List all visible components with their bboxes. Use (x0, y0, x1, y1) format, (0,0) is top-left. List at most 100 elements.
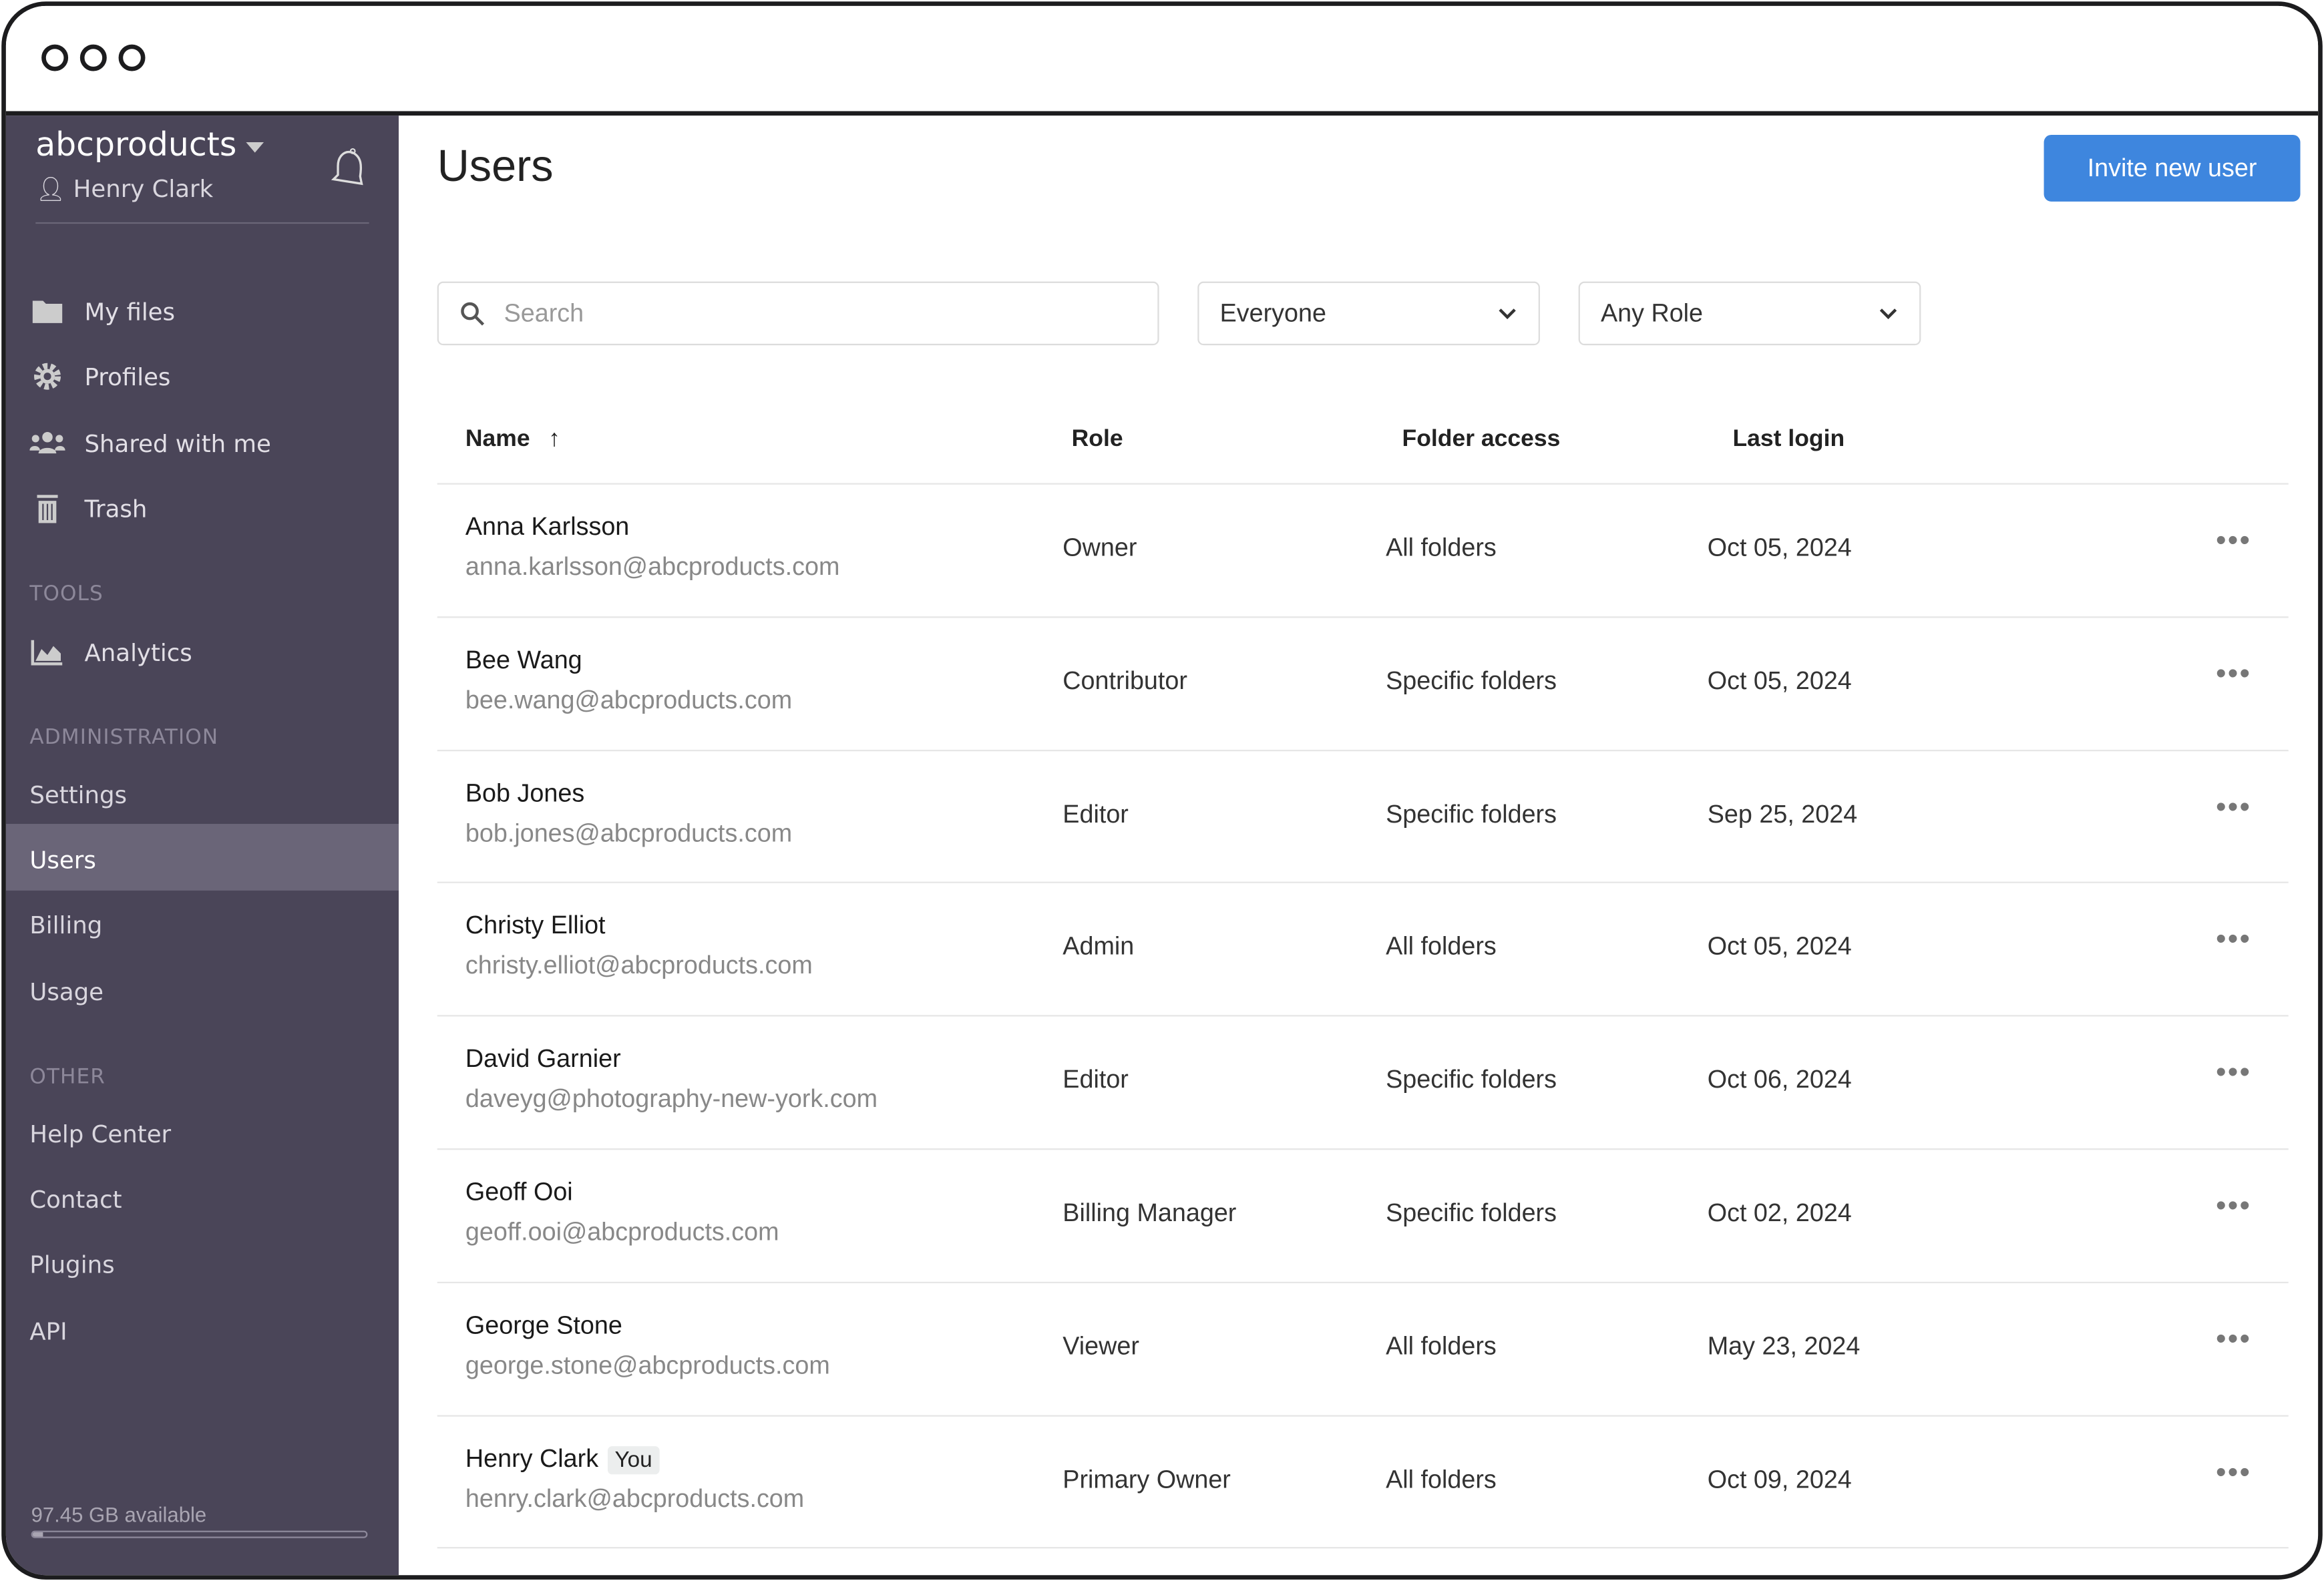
row-divider (437, 1547, 2289, 1550)
window-maximize-button[interactable] (118, 44, 146, 71)
org-switcher[interactable]: abcproducts (35, 128, 264, 164)
more-options-icon[interactable]: ••• (2216, 1190, 2252, 1223)
folder-access: All folders (1386, 533, 1497, 562)
row-divider (437, 1281, 2289, 1283)
last-login: Oct 05, 2024 (1707, 533, 1852, 562)
user-name-text: George Stone (465, 1311, 622, 1339)
sidebar-item-plugins[interactable]: Plugins (29, 1251, 115, 1279)
row-divider (437, 616, 2289, 618)
row-divider (437, 882, 2289, 884)
column-header-name[interactable]: Name ↑ (465, 427, 560, 453)
column-header-last-login[interactable]: Last login (1732, 427, 1845, 452)
row-divider (437, 749, 2289, 751)
sidebar-divider (35, 222, 369, 224)
main-content: Users Invite new user Search Everyone An… (399, 116, 2318, 1575)
user-email: bob.jones@abcproducts.com (465, 819, 793, 847)
folder-access: All folders (1386, 1331, 1497, 1360)
sidebar-item-trash[interactable]: Trash (29, 493, 147, 523)
sidebar-item-label: Profiles (84, 362, 171, 391)
window-minimize-button[interactable] (79, 44, 107, 71)
page-title: Users (437, 142, 554, 192)
user-name: Henry Clark (73, 174, 214, 204)
users-icon (29, 431, 65, 454)
user-role: Contributor (1062, 666, 1187, 695)
user-email: daveyg@photography-new-york.com (465, 1085, 878, 1114)
window-close-button[interactable] (41, 44, 69, 71)
bell-icon[interactable] (329, 146, 368, 187)
invite-user-button[interactable]: Invite new user (2044, 134, 2301, 202)
sidebar-item-usage[interactable]: Usage (29, 977, 104, 1006)
row-divider (437, 1148, 2289, 1150)
storage-bar (31, 1530, 368, 1538)
more-options-icon[interactable]: ••• (2216, 1323, 2252, 1356)
group-filter-value: Everyone (1219, 298, 1326, 327)
user-role: Viewer (1062, 1331, 1139, 1360)
sidebar-item-contact[interactable]: Contact (29, 1185, 122, 1214)
sidebar-item-settings[interactable]: Settings (29, 780, 128, 809)
user-name-text: Anna Karlsson (465, 512, 630, 541)
sidebar-item-profiles[interactable]: Profiles (29, 362, 170, 391)
sidebar-item-label: Analytics (84, 638, 192, 666)
more-options-icon[interactable]: ••• (2216, 790, 2252, 824)
chevron-down-icon (1879, 308, 1897, 320)
sidebar-item-my-files[interactable]: My files (29, 296, 175, 326)
search-icon (461, 301, 485, 325)
storage-label: 97.45 GB available (31, 1502, 207, 1526)
sidebar-item-shared-with-me[interactable]: Shared with me (29, 428, 271, 457)
sidebar-item-billing[interactable]: Billing (29, 911, 103, 940)
role-filter-dropdown[interactable]: Any Role (1578, 281, 1921, 346)
column-header-folder-access[interactable]: Folder access (1402, 427, 1561, 452)
more-options-icon[interactable]: ••• (2216, 923, 2252, 957)
gear-icon (34, 363, 61, 390)
last-login: Oct 02, 2024 (1707, 1198, 1852, 1227)
row-divider (437, 1015, 2289, 1017)
user-email: christy.elliot@abcproducts.com (465, 951, 813, 980)
user-email: george.stone@abcproducts.com (465, 1351, 830, 1379)
last-login: Oct 09, 2024 (1707, 1465, 1852, 1494)
user-name: Christy Elliot (465, 912, 606, 941)
column-label: Name (465, 427, 530, 452)
last-login: May 23, 2024 (1707, 1331, 1861, 1360)
sidebar-item-help-center[interactable]: Help Center (29, 1120, 172, 1149)
last-login: Oct 05, 2024 (1707, 932, 1852, 961)
user-icon: 👤︎ (35, 174, 66, 204)
sidebar-item-label: Trash (84, 494, 148, 523)
user-email: bee.wang@abcproducts.com (465, 686, 793, 714)
more-options-icon[interactable]: ••• (2216, 1455, 2252, 1489)
active-item-highlight (5, 823, 399, 891)
user-role: Editor (1062, 1066, 1129, 1094)
row-divider (437, 1414, 2289, 1416)
section-heading-tools: TOOLS (29, 582, 104, 606)
last-login: Oct 05, 2024 (1707, 666, 1852, 695)
folder-access: Specific folders (1386, 1066, 1557, 1094)
sidebar-item-label: My files (84, 296, 176, 326)
more-options-icon[interactable]: ••• (2216, 524, 2252, 557)
search-placeholder: Search (504, 298, 584, 327)
user-role: Billing Manager (1062, 1198, 1237, 1227)
more-options-icon[interactable]: ••• (2216, 1056, 2252, 1090)
more-options-icon[interactable]: ••• (2216, 657, 2252, 690)
section-heading-other: OTHER (29, 1065, 106, 1090)
folder-access: Specific folders (1386, 1198, 1557, 1227)
user-name: Bob Jones (465, 779, 584, 809)
user-name: Anna Karlsson (465, 513, 629, 542)
search-input[interactable]: Search (437, 281, 1159, 346)
user-role: Owner (1062, 533, 1137, 562)
user-email: anna.karlsson@abcproducts.com (465, 552, 840, 582)
user-name-text: Bob Jones (465, 778, 585, 807)
sidebar-item-api[interactable]: API (29, 1317, 67, 1346)
sort-ascending-icon: ↑ (548, 427, 561, 452)
column-header-role[interactable]: Role (1071, 427, 1123, 452)
user-role: Primary Owner (1062, 1465, 1231, 1494)
folder-access: Specific folders (1386, 666, 1557, 695)
group-filter-dropdown[interactable]: Everyone (1197, 281, 1540, 346)
user-name-text: David Garnier (465, 1045, 621, 1074)
folder-access: All folders (1386, 932, 1497, 961)
user-role: Admin (1062, 932, 1135, 961)
role-filter-value: Any Role (1600, 298, 1704, 327)
sidebar-item-label: Shared with me (84, 429, 271, 457)
sidebar-item-analytics[interactable]: Analytics (29, 637, 192, 666)
user-name: Bee Wang (465, 646, 582, 675)
sidebar-item-users[interactable]: Users (29, 846, 96, 875)
chart-icon (31, 640, 63, 666)
